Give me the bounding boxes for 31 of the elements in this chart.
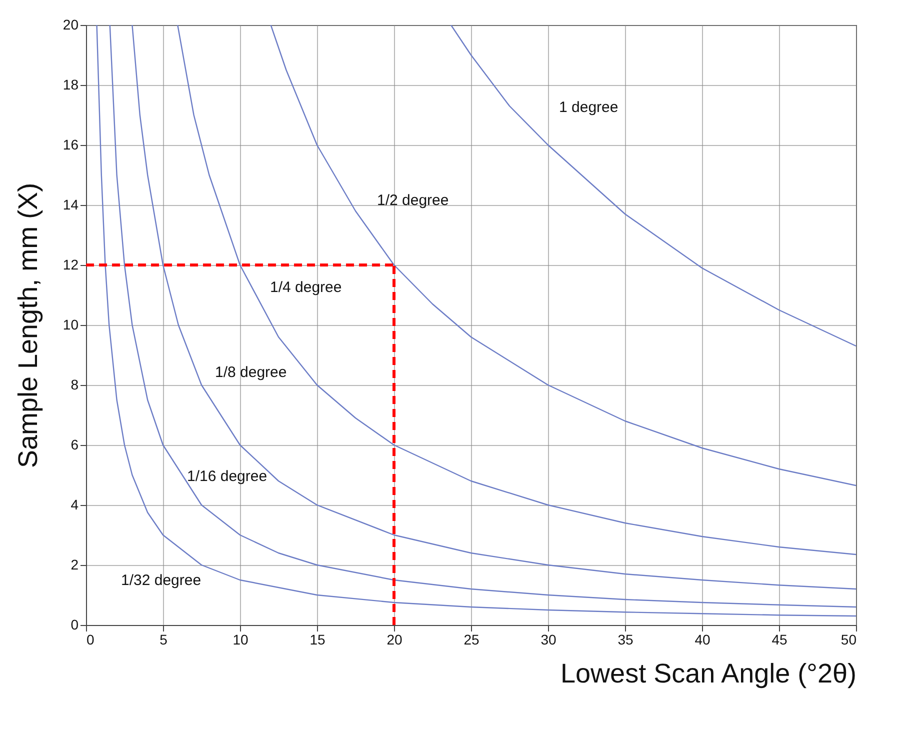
y-tick-label: 8 bbox=[70, 376, 79, 392]
x-tick-label: 40 bbox=[694, 632, 710, 648]
x-tick-label: 45 bbox=[772, 632, 788, 648]
series-label: 1/8 degree bbox=[215, 364, 287, 381]
x-tick-label: 50 bbox=[840, 632, 857, 648]
series-label: 1/16 degree bbox=[187, 468, 268, 485]
x-tick-label: 35 bbox=[618, 632, 634, 648]
y-tick-label: 2 bbox=[70, 556, 79, 572]
y-tick-label: 18 bbox=[62, 76, 79, 92]
x-tick-label: 30 bbox=[540, 632, 556, 648]
series-label: 1/4 degree bbox=[270, 279, 342, 296]
series-label: 1 degree bbox=[559, 99, 618, 116]
y-tick-label: 10 bbox=[62, 316, 79, 332]
x-tick-label: 5 bbox=[160, 632, 168, 648]
series-label: 1/32 degree bbox=[121, 572, 202, 589]
line-series bbox=[450, 25, 856, 347]
y-tick-label: 6 bbox=[70, 436, 79, 452]
y-tick-label: 16 bbox=[62, 136, 79, 152]
x-tick-label: 10 bbox=[232, 632, 248, 648]
y-tick-label: 12 bbox=[62, 256, 79, 272]
x-tick-label: 20 bbox=[386, 632, 402, 648]
x-axis-title: Lowest Scan Angle (°2θ) bbox=[560, 658, 856, 688]
series-label: 1/2 degree bbox=[377, 192, 449, 209]
x-tick-label: 25 bbox=[464, 632, 480, 648]
y-tick-label: 4 bbox=[70, 496, 79, 512]
y-tick-label: 0 bbox=[70, 616, 79, 632]
y-axis-title: Sample Length, mm (X) bbox=[12, 182, 43, 468]
y-tick-label: 14 bbox=[62, 196, 79, 212]
x-tick-label: 0 bbox=[86, 632, 94, 648]
x-tick-label: 15 bbox=[310, 632, 326, 648]
y-tick-label: 20 bbox=[62, 16, 79, 32]
